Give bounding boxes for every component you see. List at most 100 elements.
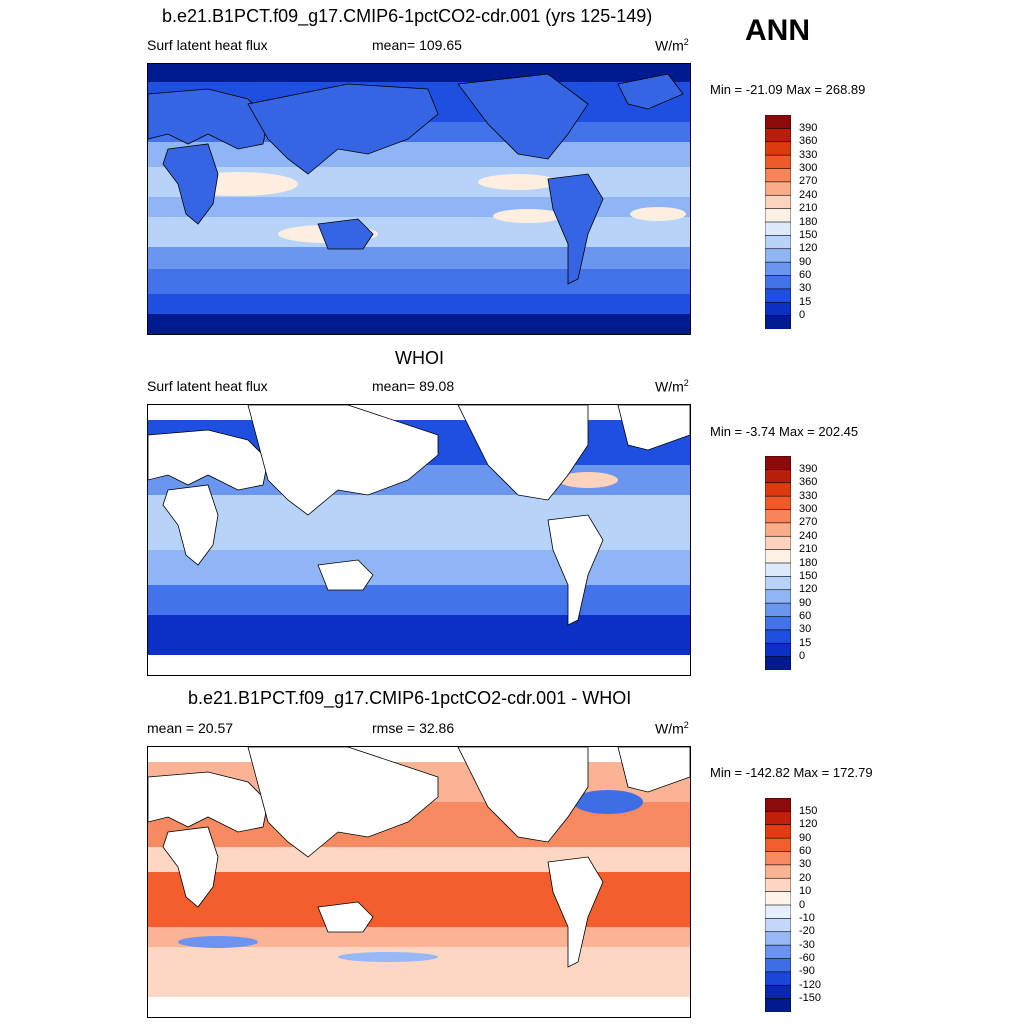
colorbar-tick-label: 360 [799, 476, 818, 489]
colorbar-tick-label: -20 [799, 925, 815, 938]
colorbar-swatch [764, 824, 792, 839]
colorbar-tick-label: 270 [799, 516, 818, 529]
colorbar-tick-label: 390 [799, 121, 818, 134]
colorbar-swatch [764, 315, 792, 330]
colorbar-tick-label: 360 [799, 135, 818, 148]
colorbar-tick-label: -150 [799, 992, 822, 1005]
colorbar-swatch [764, 576, 792, 591]
colorbar-swatch [764, 154, 792, 170]
colorbar-swatch [764, 128, 792, 143]
colorbar-tick-label: 300 [799, 162, 818, 174]
panel2-colorbar: 390 360 330 300 270 240 210 180 150 120 90 60 30 15 0 [764, 455, 817, 675]
colorbar-swatch [764, 602, 792, 618]
colorbar-swatch [764, 998, 792, 1013]
colorbar-tick-label: -60 [799, 952, 815, 964]
panel3-rmse-label: rmse = 32.86 [372, 720, 455, 736]
panel3-units-label: W/m2 [655, 720, 689, 737]
colorbar-swatch [764, 918, 792, 933]
colorbar-tick-label: 120 [799, 818, 818, 831]
colorbar-swatch [764, 797, 792, 812]
colorbar-swatch [764, 469, 792, 484]
colorbar-tick-label: 330 [799, 489, 818, 502]
colorbar-swatch [764, 288, 792, 303]
colorbar-swatch [764, 877, 792, 893]
colorbar-swatch [764, 562, 792, 577]
panel2-mean-label: mean= 89.08 [372, 378, 455, 394]
colorbar-swatch [764, 522, 792, 537]
colorbar-swatch [764, 141, 792, 156]
colorbar-tick-label: 120 [799, 583, 818, 596]
panel1-units-label: W/m2 [655, 37, 689, 54]
colorbar-tick-label: 210 [799, 202, 818, 215]
colorbar-tick-label: 300 [799, 503, 818, 515]
colorbar-tick-label: 240 [799, 529, 818, 542]
panel3-title: b.e21.B1PCT.f09_g17.CMIP6-1pctCO2-cdr.00… [188, 688, 632, 708]
season-label: ANN [745, 14, 810, 47]
panel3-minmax-label: Min = -142.82 Max = 172.79 [710, 765, 873, 780]
colorbar-tick-label: 150 [799, 569, 818, 582]
colorbar-swatch [764, 248, 792, 263]
panel3-map [147, 746, 691, 1018]
panel2-title: WHOI [395, 348, 444, 368]
panel2-map [147, 404, 691, 676]
colorbar-swatch [764, 811, 792, 826]
colorbar-swatch [764, 984, 792, 1000]
colorbar-tick-label: 150 [799, 228, 818, 241]
colorbar-tick-label: 60 [799, 845, 812, 857]
colorbar-swatch [764, 589, 792, 604]
colorbar-tick-label: 180 [799, 215, 818, 228]
colorbar-swatch [764, 208, 792, 223]
colorbar-swatch [764, 891, 792, 906]
colorbar-swatch [764, 194, 792, 210]
panel1-map [147, 63, 691, 335]
colorbar-swatch [764, 114, 792, 129]
colorbar-swatch [764, 275, 792, 290]
colorbar-swatch [764, 642, 792, 658]
colorbar-swatch [764, 944, 792, 960]
panel3-mean-label: mean = 20.57 [147, 720, 234, 736]
colorbar-tick-label: 330 [799, 148, 818, 161]
colorbar-swatch [764, 549, 792, 564]
colorbar-tick-label: -120 [799, 978, 822, 991]
panel2-variable-label: Surf latent heat flux [147, 378, 268, 394]
panel1-colorbar: 390 360 330 300 270 240 210 180 150 120 90 60 30 15 0 [764, 114, 817, 334]
colorbar-tick-label: -30 [799, 938, 815, 951]
colorbar-swatch [764, 509, 792, 524]
colorbar-tick-label: 90 [799, 255, 812, 268]
colorbar-tick-label: 0 [799, 898, 806, 911]
colorbar-tick-label: 60 [799, 269, 812, 281]
colorbar-tick-label: 0 [799, 650, 806, 663]
colorbar-tick-label: 390 [799, 462, 818, 475]
colorbar-tick-label: 20 [799, 871, 812, 884]
colorbar-tick-label: 60 [799, 610, 812, 622]
colorbar-swatch [764, 904, 792, 919]
colorbar-tick-label: -90 [799, 965, 815, 978]
colorbar-swatch [764, 221, 792, 236]
panel1-minmax-label: Min = -21.09 Max = 268.89 [710, 82, 866, 97]
colorbar-tick-label: 150 [799, 804, 818, 817]
panel2-minmax-label: Min = -3.74 Max = 202.45 [710, 424, 859, 439]
colorbar-swatch [764, 495, 792, 511]
panel1-variable-label: Surf latent heat flux [147, 37, 268, 53]
colorbar-swatch [764, 301, 792, 317]
colorbar-swatch [764, 168, 792, 183]
colorbar-swatch [764, 482, 792, 497]
panel1-title: b.e21.B1PCT.f09_g17.CMIP6-1pctCO2-cdr.00… [162, 6, 653, 26]
colorbar-swatch [764, 535, 792, 551]
colorbar-swatch [764, 971, 792, 986]
colorbar-swatch [764, 235, 792, 250]
panel2-units-label: W/m2 [655, 378, 689, 395]
colorbar-tick-label: 0 [799, 309, 806, 322]
colorbar-tick-label: 30 [799, 623, 812, 636]
colorbar-tick-label: 180 [799, 556, 818, 569]
colorbar-tick-label: 15 [799, 636, 812, 649]
colorbar-tick-label: 120 [799, 242, 818, 255]
colorbar-swatch [764, 629, 792, 644]
colorbar-tick-label: 90 [799, 596, 812, 609]
colorbar-swatch [764, 864, 792, 879]
colorbar-swatch [764, 616, 792, 631]
colorbar-swatch [764, 958, 792, 973]
colorbar-tick-label: 240 [799, 188, 818, 201]
colorbar-tick-label: 30 [799, 858, 812, 871]
colorbar-tick-label: 270 [799, 175, 818, 188]
